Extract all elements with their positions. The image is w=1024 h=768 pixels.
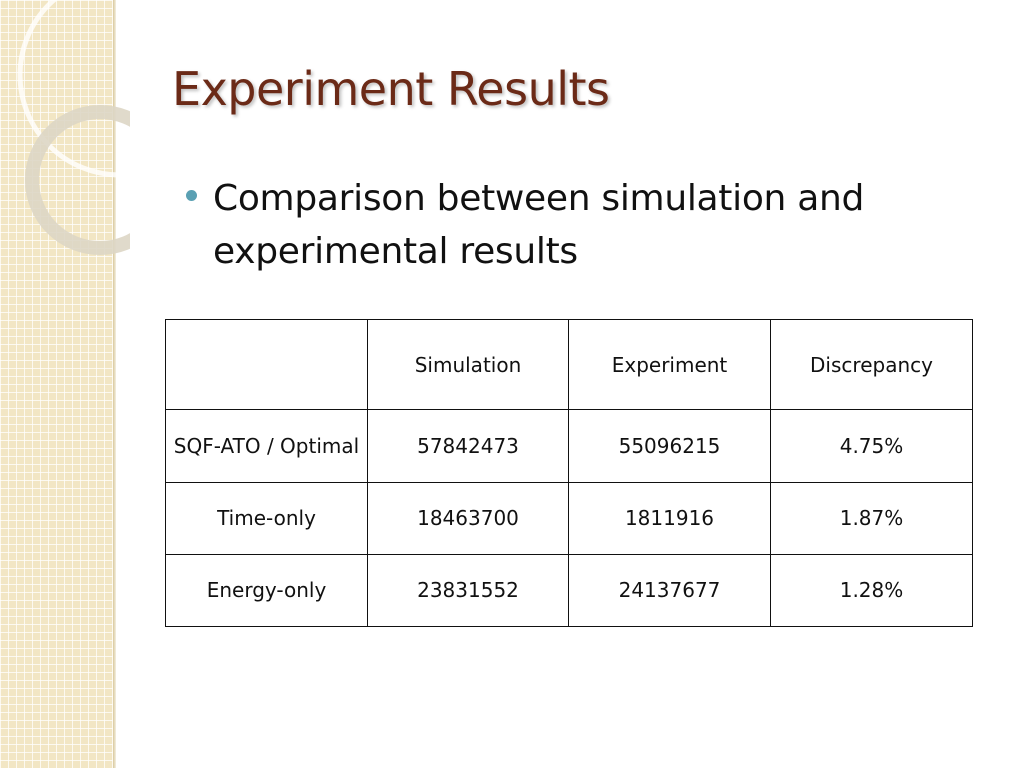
decorative-circle-small	[25, 105, 130, 255]
row-label: SQF-ATO / Optimal	[165, 409, 368, 483]
discrepancy-value: 4.75%	[770, 409, 973, 483]
bullet-text: Comparison between simulation and experi…	[213, 178, 865, 272]
experiment-value: 1811916	[568, 481, 771, 555]
table-row: SQF-ATO / Optimal 57842473 55096215 4.75…	[165, 409, 973, 483]
simulation-value: 57842473	[367, 409, 569, 483]
table-header-simulation: Simulation	[367, 318, 569, 411]
table-row: Energy-only 23831552 24137677 1.28%	[165, 553, 973, 628]
row-label: Energy-only	[165, 553, 368, 628]
table-header-cell-empty	[165, 318, 368, 411]
results-table: Simulation Experiment Discrepancy SQF-AT…	[165, 318, 973, 628]
table-header-discrepancy: Discrepancy	[770, 318, 973, 411]
decorative-circles	[17, 0, 130, 255]
simulation-value: 23831552	[367, 553, 569, 628]
slide-title: Experiment Results	[172, 62, 610, 116]
table-header-experiment: Experiment	[568, 318, 771, 411]
discrepancy-value: 1.28%	[770, 553, 973, 628]
table-row: Time-only 18463700 1811916 1.87%	[165, 481, 973, 555]
experiment-value: 55096215	[568, 409, 771, 483]
bullet-icon	[186, 190, 197, 201]
decorative-circle-large	[17, 0, 130, 178]
side-strip-edge	[113, 0, 116, 768]
table-header-row: Simulation Experiment Discrepancy	[165, 318, 973, 411]
simulation-value: 18463700	[367, 481, 569, 555]
discrepancy-value: 1.87%	[770, 481, 973, 555]
row-label: Time-only	[165, 481, 368, 555]
experiment-value: 24137677	[568, 553, 771, 628]
bullet-point: Comparison between simulation and experi…	[186, 172, 946, 278]
